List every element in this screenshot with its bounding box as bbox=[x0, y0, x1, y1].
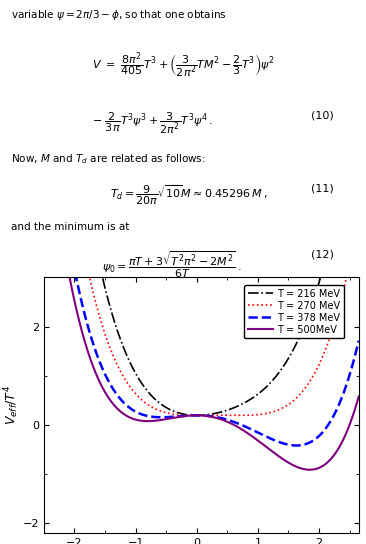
Line: T = 270 MeV: T = 270 MeV bbox=[44, 0, 359, 416]
T = 378 MeV bbox=[290, 442, 294, 448]
T = 270 MeV bbox=[186, 412, 191, 418]
Y-axis label: $V_{eff}/T^4$: $V_{eff}/T^4$ bbox=[3, 385, 21, 425]
T = 216 MeV bbox=[186, 412, 191, 418]
T = 378 MeV bbox=[42, 46, 46, 52]
Text: variable $\psi = 2\pi/3 - \phi$, so that one obtains: variable $\psi = 2\pi/3 - \phi$, so that… bbox=[11, 8, 227, 22]
Legend: T = 216 MeV, T = 270 MeV, T = 378 MeV, T = 500MeV: T = 216 MeV, T = 270 MeV, T = 378 MeV, T… bbox=[244, 285, 344, 338]
Text: $V\ =\ \dfrac{8\pi^2}{405}T^3 + \left(\dfrac{3}{2\pi^2}TM^2 - \dfrac{2}{3}T^3\ri: $V\ =\ \dfrac{8\pi^2}{405}T^3 + \left(\d… bbox=[92, 50, 274, 80]
T = 216 MeV bbox=[194, 412, 199, 419]
T = 270 MeV bbox=[195, 412, 199, 419]
T = 500MeV bbox=[58, 219, 62, 226]
T = 378 MeV bbox=[58, 179, 62, 186]
Line: T = 216 MeV: T = 216 MeV bbox=[44, 0, 359, 416]
Line: T = 378 MeV: T = 378 MeV bbox=[44, 49, 359, 446]
T = 216 MeV bbox=[347, 132, 352, 139]
T = 500MeV bbox=[307, 466, 312, 473]
Text: $-\ \dfrac{2}{3\pi}T^3\psi^3 + \dfrac{3}{2\pi^2}T^3\psi^4\,.$: $-\ \dfrac{2}{3\pi}T^3\psi^3 + \dfrac{3}… bbox=[92, 111, 212, 136]
T = 216 MeV bbox=[290, 349, 294, 356]
T = 378 MeV bbox=[356, 337, 361, 344]
T = 378 MeV bbox=[186, 412, 191, 419]
T = 500MeV bbox=[42, 96, 46, 102]
T = 270 MeV bbox=[194, 412, 199, 419]
Text: (11): (11) bbox=[311, 183, 334, 193]
Text: and the minimum is at: and the minimum is at bbox=[11, 222, 129, 232]
Text: $T_d = \dfrac{9}{20\pi}\sqrt{10}M \approx 0.45296\,M\,,$: $T_d = \dfrac{9}{20\pi}\sqrt{10}M \appro… bbox=[110, 183, 267, 207]
T = 500MeV bbox=[290, 461, 294, 468]
T = 270 MeV bbox=[347, 260, 352, 267]
Text: Now, $M$ and $T_d$ are related as follows:: Now, $M$ and $T_d$ are related as follow… bbox=[11, 152, 206, 166]
T = 500MeV bbox=[347, 422, 352, 428]
T = 378 MeV bbox=[347, 372, 352, 379]
T = 270 MeV bbox=[356, 212, 361, 219]
T = 270 MeV bbox=[347, 259, 352, 266]
Text: (12): (12) bbox=[311, 250, 334, 259]
Text: $\psi_0 = \dfrac{\pi T + 3\sqrt{T^2\pi^2 - 2M^2}}{6T}\,.$: $\psi_0 = \dfrac{\pi T + 3\sqrt{T^2\pi^2… bbox=[102, 250, 242, 280]
T = 270 MeV bbox=[58, 90, 62, 96]
Text: (10): (10) bbox=[311, 111, 334, 121]
T = 500MeV bbox=[347, 421, 352, 428]
T = 500MeV bbox=[356, 393, 361, 400]
T = 378 MeV bbox=[294, 442, 299, 449]
T = 270 MeV bbox=[290, 399, 294, 405]
T = 216 MeV bbox=[195, 412, 199, 419]
Line: T = 500MeV: T = 500MeV bbox=[44, 99, 359, 469]
T = 216 MeV bbox=[356, 69, 361, 75]
T = 216 MeV bbox=[347, 131, 352, 138]
T = 500MeV bbox=[195, 412, 199, 419]
T = 378 MeV bbox=[347, 372, 352, 378]
T = 500MeV bbox=[186, 412, 191, 419]
T = 378 MeV bbox=[195, 412, 199, 419]
